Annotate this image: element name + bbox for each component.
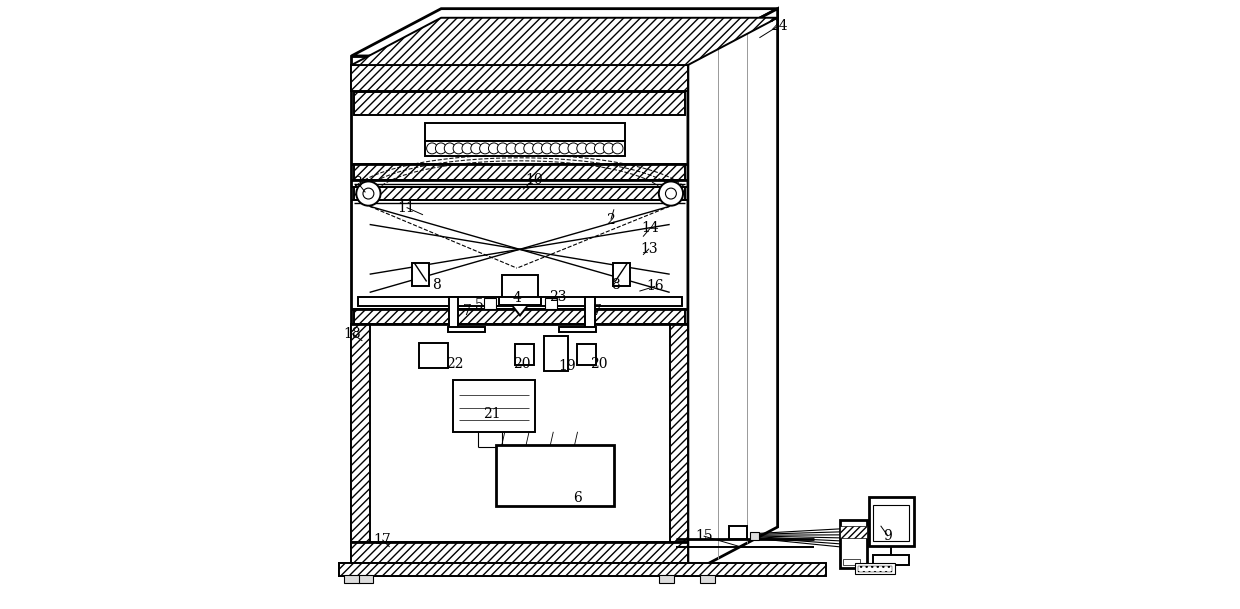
Text: 22: 22 <box>446 357 464 371</box>
Bar <box>345 575 360 583</box>
Circle shape <box>594 143 605 154</box>
Bar <box>355 309 684 324</box>
Polygon shape <box>688 9 777 574</box>
Circle shape <box>577 143 588 154</box>
Text: 6: 6 <box>573 491 582 505</box>
Text: 20: 20 <box>590 357 608 371</box>
Bar <box>340 563 701 576</box>
Circle shape <box>489 143 500 154</box>
Bar <box>613 263 630 286</box>
Circle shape <box>523 143 534 154</box>
Circle shape <box>533 143 543 154</box>
Circle shape <box>604 143 614 154</box>
Circle shape <box>568 143 579 154</box>
Text: 20: 20 <box>513 357 531 371</box>
Bar <box>355 93 684 115</box>
Circle shape <box>542 143 552 154</box>
Bar <box>496 445 614 505</box>
Circle shape <box>515 143 526 154</box>
Bar <box>484 298 496 309</box>
Text: 4: 4 <box>512 292 521 306</box>
Bar <box>357 297 682 306</box>
Text: 5: 5 <box>475 298 484 311</box>
Circle shape <box>427 143 438 154</box>
Circle shape <box>480 143 491 154</box>
Bar <box>351 542 688 564</box>
Bar <box>839 526 867 538</box>
Circle shape <box>551 143 562 154</box>
Text: 18: 18 <box>343 326 361 340</box>
Bar <box>351 65 688 91</box>
Circle shape <box>506 143 517 154</box>
Circle shape <box>497 143 508 154</box>
Circle shape <box>613 143 622 154</box>
Bar <box>701 575 715 583</box>
Text: 8: 8 <box>433 278 441 292</box>
Circle shape <box>453 143 464 154</box>
Bar <box>449 297 458 331</box>
Bar <box>873 504 909 541</box>
Bar <box>585 297 594 331</box>
Text: 24: 24 <box>770 19 787 33</box>
Polygon shape <box>351 9 777 56</box>
Bar <box>858 566 892 572</box>
Bar <box>502 275 538 298</box>
Text: 14: 14 <box>641 221 660 235</box>
Text: 23: 23 <box>549 290 567 304</box>
Text: 17: 17 <box>373 533 392 547</box>
Bar <box>559 327 596 332</box>
Text: 13: 13 <box>640 242 658 256</box>
Text: 19: 19 <box>558 359 575 373</box>
Bar <box>454 380 536 432</box>
Bar <box>419 343 448 368</box>
Bar <box>357 575 373 583</box>
Bar <box>839 519 867 568</box>
Text: 15: 15 <box>694 529 713 543</box>
Bar <box>544 298 557 309</box>
Bar <box>543 336 568 371</box>
Bar <box>843 559 861 565</box>
Text: 11: 11 <box>398 200 415 214</box>
Text: 9: 9 <box>884 529 893 543</box>
Bar <box>750 532 759 540</box>
Circle shape <box>444 143 455 154</box>
Bar <box>355 187 684 200</box>
Bar <box>670 324 688 542</box>
Text: 7: 7 <box>593 303 601 317</box>
Bar <box>729 526 748 539</box>
Bar <box>577 344 596 365</box>
Bar <box>856 563 894 574</box>
Text: 21: 21 <box>482 407 500 421</box>
Bar <box>425 122 625 141</box>
Circle shape <box>585 143 596 154</box>
Bar <box>425 141 625 156</box>
Circle shape <box>666 188 676 199</box>
Text: 16: 16 <box>646 280 663 294</box>
Bar <box>412 263 429 286</box>
Circle shape <box>658 181 683 206</box>
Circle shape <box>471 143 481 154</box>
Bar <box>448 327 485 332</box>
Bar <box>351 324 370 542</box>
Bar <box>351 56 688 574</box>
Bar <box>355 164 684 180</box>
Text: 3: 3 <box>353 176 362 190</box>
Circle shape <box>559 143 570 154</box>
Bar <box>868 498 914 546</box>
Text: 10: 10 <box>525 172 543 186</box>
Polygon shape <box>351 18 777 65</box>
Text: 8: 8 <box>611 278 620 292</box>
Bar <box>515 344 534 365</box>
Circle shape <box>463 143 472 154</box>
Circle shape <box>435 143 446 154</box>
Bar <box>873 555 909 565</box>
Text: 2: 2 <box>606 213 615 227</box>
Bar <box>498 297 541 304</box>
Bar <box>658 575 675 583</box>
Circle shape <box>356 181 381 206</box>
Bar <box>340 563 826 576</box>
Polygon shape <box>507 298 533 315</box>
Text: 7: 7 <box>463 303 471 317</box>
Circle shape <box>363 188 374 199</box>
